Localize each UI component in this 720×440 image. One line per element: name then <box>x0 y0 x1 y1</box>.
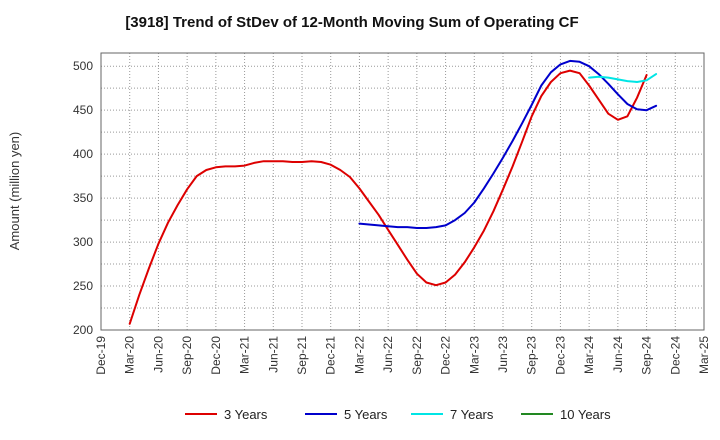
x-tick-label: Mar-25 <box>697 336 711 374</box>
series-line-3-years <box>128 69 648 325</box>
x-tick-label: Sep-21 <box>295 336 309 375</box>
legend-label-3-years: 3 Years <box>224 407 268 422</box>
y-tick-label: 500 <box>73 59 93 73</box>
y-axis-label: Amount (million yen) <box>7 132 22 251</box>
plot-border <box>100 52 705 331</box>
x-tick-label: Jun-24 <box>611 336 625 373</box>
x-tick-label: Mar-21 <box>238 336 252 374</box>
x-tick-label: Sep-20 <box>180 336 194 375</box>
y-tick-label: 250 <box>73 279 93 293</box>
x-tick-label: Jun-22 <box>381 336 395 373</box>
y-tick-label: 400 <box>73 147 93 161</box>
y-tick-label: 450 <box>73 103 93 117</box>
x-tick-label: Dec-19 <box>94 336 108 375</box>
legend-label-5-years: 5 Years <box>344 407 388 422</box>
x-tick-label: Sep-24 <box>640 336 654 375</box>
legend-label-10-years: 10 Years <box>560 407 611 422</box>
y-tick-label: 200 <box>73 323 93 337</box>
x-tick-label: Jun-20 <box>151 336 165 373</box>
plot-area: 200 250 300 350 400 450 500 Dec-19 Mar-20 Jun-20 S… <box>73 52 711 375</box>
x-tick-label: Mar-23 <box>467 336 481 374</box>
x-tick-label: Mar-22 <box>352 336 366 374</box>
x-tick-label: Dec-23 <box>553 336 567 375</box>
x-tick-label: Mar-24 <box>582 336 596 374</box>
x-tick-label: Dec-22 <box>439 336 453 375</box>
x-tick-label: Sep-22 <box>410 336 424 375</box>
x-tick-label: Dec-21 <box>324 336 338 375</box>
x-tick-label: Sep-23 <box>525 336 539 375</box>
y-tick-label: 350 <box>73 191 93 205</box>
series-line-7-years <box>588 73 658 83</box>
chart-title: [3918] Trend of StDev of 12-Month Moving… <box>125 14 578 31</box>
x-tick-label: Jun-23 <box>496 336 510 373</box>
legend-label-7-years: 7 Years <box>450 407 494 422</box>
y-tick-label: 300 <box>73 235 93 249</box>
x-tick-label: Dec-24 <box>668 336 682 375</box>
legend: 3 Years 5 Years 7 Years 10 Years <box>185 407 611 422</box>
x-tick-label: Mar-20 <box>123 336 137 374</box>
x-tick-label: Jun-21 <box>266 336 280 373</box>
x-tick-label: Dec-20 <box>209 336 223 375</box>
series-line-5-years <box>358 59 658 229</box>
